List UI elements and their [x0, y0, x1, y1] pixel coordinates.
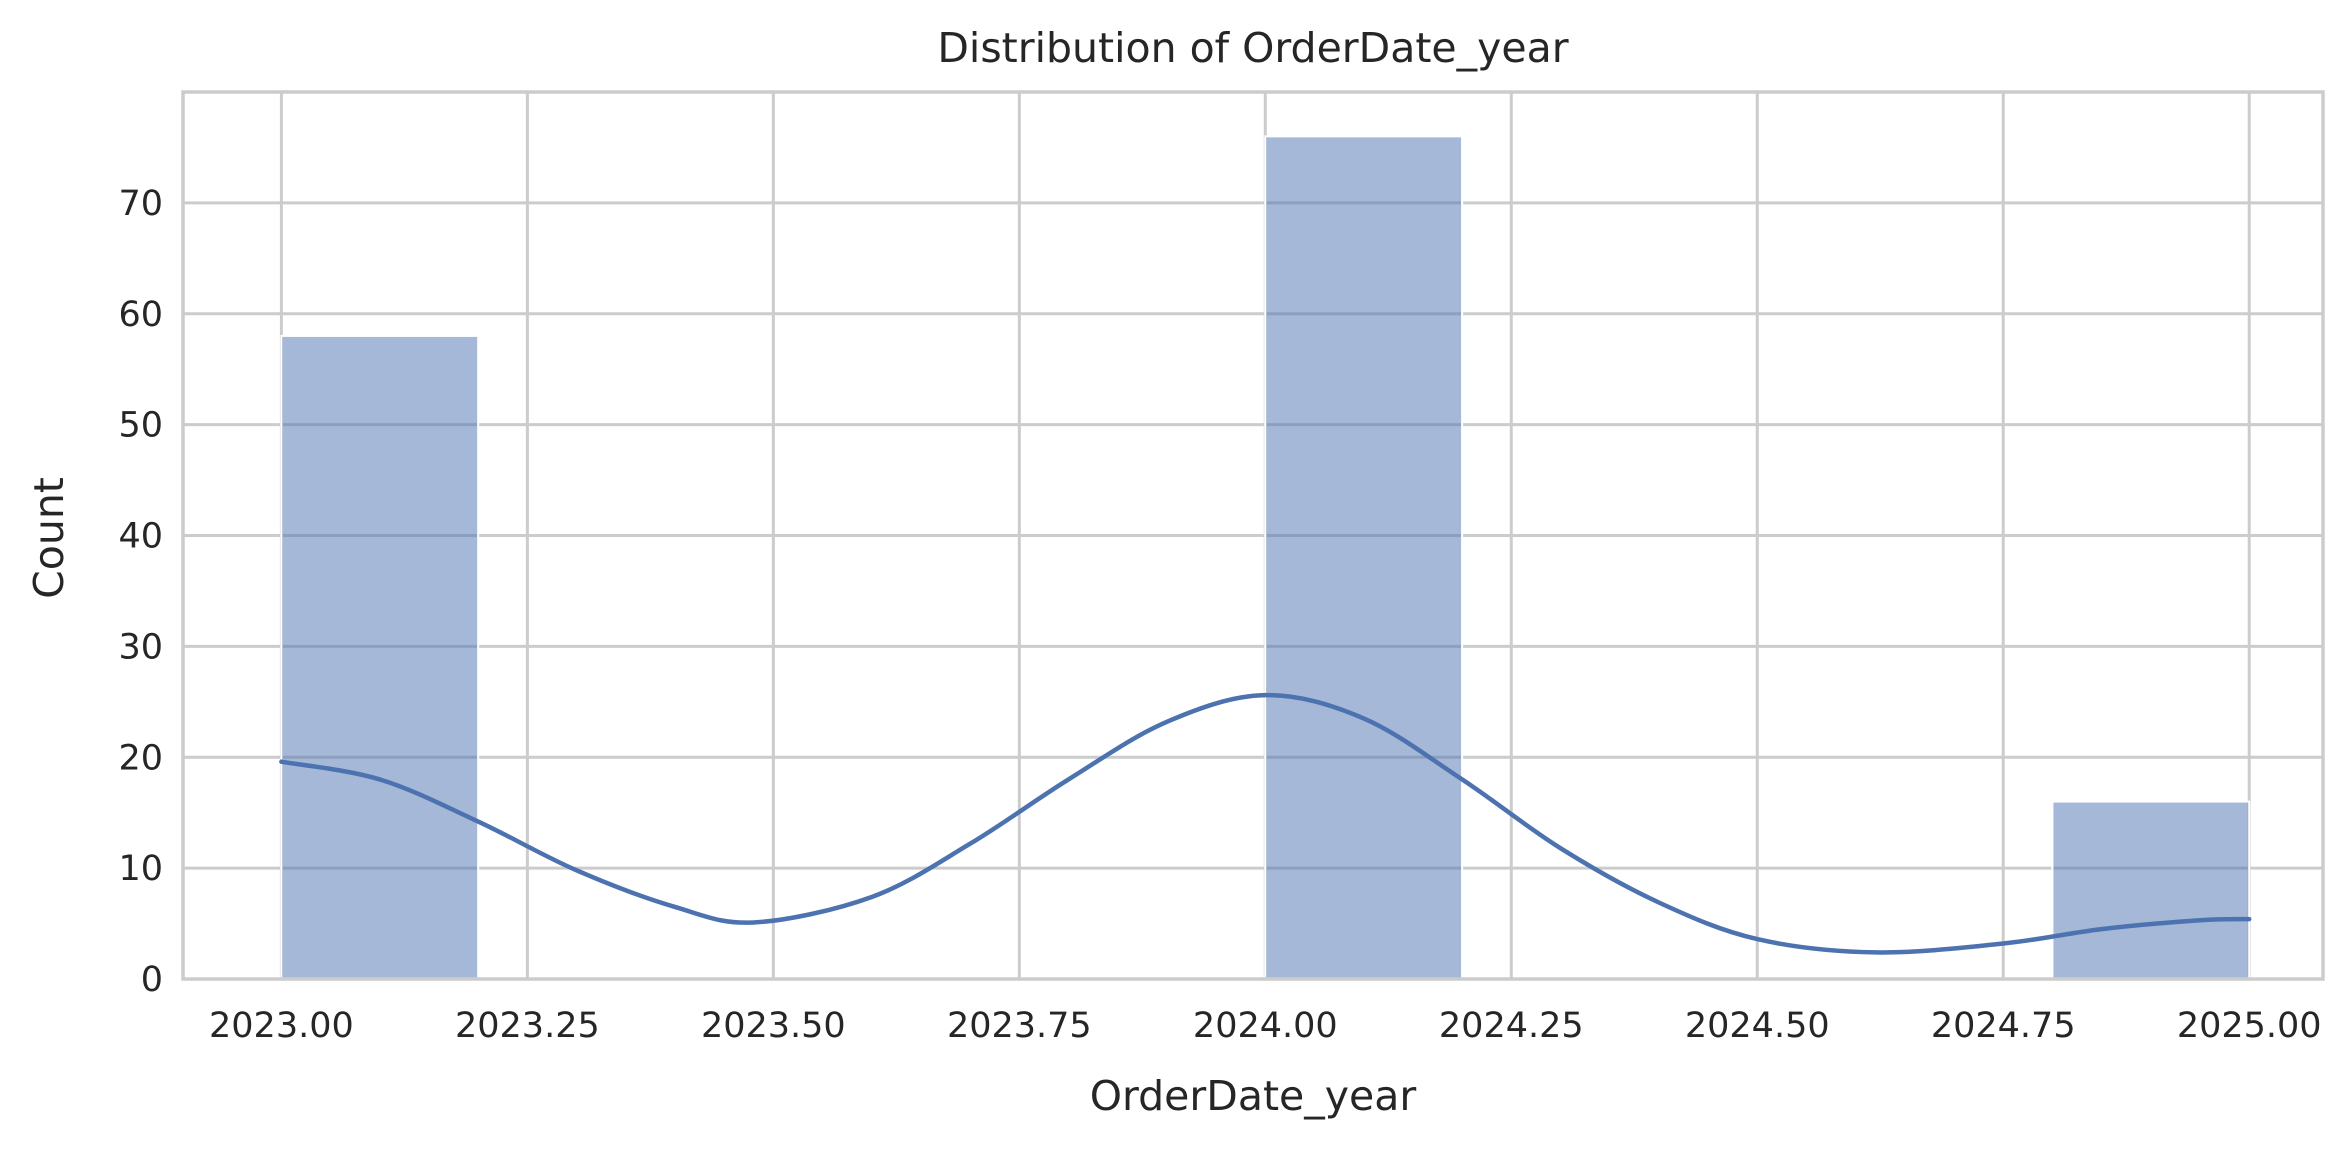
x-tick-label-5: 2024.25	[1439, 1006, 1584, 1046]
x-axis-ticks: 2023.00 2023.25 2023.50 2023.75 2024.00 2024.…	[209, 1006, 2322, 1046]
x-tick-label-1: 2023.25	[455, 1006, 600, 1046]
x-tick-label-3: 2023.75	[947, 1006, 1092, 1046]
grid-lines	[183, 92, 2323, 981]
y-tick-label-0: 0	[141, 960, 163, 1000]
histogram-bar-5	[1264, 135, 1464, 981]
kde-curve	[279, 692, 2252, 955]
x-tick-label-6: 2024.50	[1685, 1006, 1830, 1046]
histogram-bars	[280, 135, 2251, 981]
histogram-bar-9	[2051, 800, 2251, 980]
chart-title: Distribution of OrderDate_year	[937, 24, 1568, 72]
y-axis-ticks: 0 10 20 30 40 50 60 70	[118, 184, 163, 1000]
y-tick-label-3: 30	[118, 627, 163, 667]
y-tick-label-7: 70	[118, 184, 163, 224]
y-tick-label-5: 50	[118, 406, 163, 446]
y-tick-label-4: 40	[118, 517, 163, 557]
x-tick-label-4: 2024.00	[1193, 1006, 1338, 1046]
y-tick-label-6: 60	[118, 295, 163, 335]
x-tick-label-0: 2023.00	[209, 1006, 354, 1046]
y-tick-label-2: 20	[118, 738, 163, 778]
histogram-bar-0	[280, 334, 480, 980]
x-axis-label: OrderDate_year	[1090, 1072, 1417, 1120]
y-axis-label: Count	[25, 477, 73, 599]
x-tick-label-7: 2024.75	[1931, 1006, 2076, 1046]
x-tick-label-8: 2025.00	[2177, 1006, 2322, 1046]
x-tick-label-2: 2023.50	[701, 1006, 846, 1046]
y-tick-label-1: 10	[118, 849, 163, 889]
plot-frame	[181, 90, 2325, 981]
